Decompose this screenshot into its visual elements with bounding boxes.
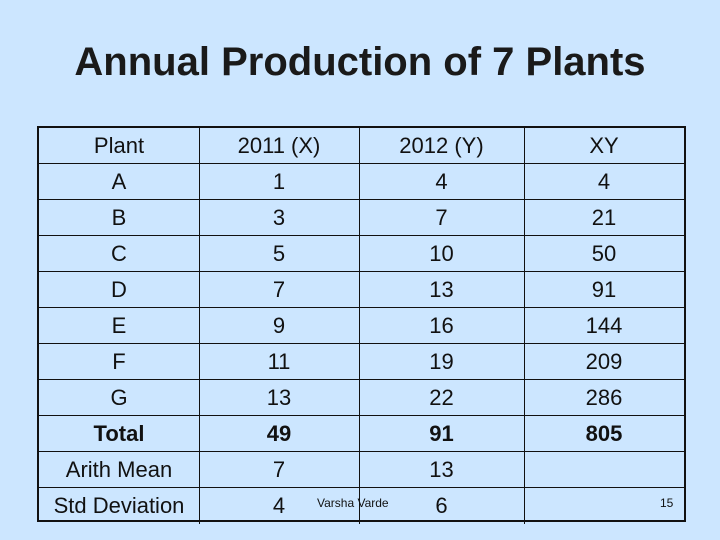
plant-cell: D: [111, 277, 127, 302]
x-cell: 1: [272, 169, 286, 194]
xy-cell: 286: [585, 385, 623, 410]
total-label: Total: [93, 421, 145, 446]
xy-cell: 91: [591, 277, 617, 302]
mean-label: Arith Mean: [65, 457, 173, 482]
y-cell: 13: [429, 277, 454, 302]
table-row: C 5 10 50: [39, 236, 684, 272]
slide-title: Annual Production of 7 Plants: [74, 40, 646, 84]
y-cell: 19: [429, 349, 454, 374]
header-xy: XY: [589, 133, 619, 158]
plant-cell: G: [110, 385, 128, 410]
xy-cell: 21: [591, 205, 617, 230]
column-divider: [359, 128, 360, 524]
xy-cell: 50: [591, 241, 617, 266]
x-cell: 11: [267, 349, 291, 374]
plant-cell: A: [111, 169, 127, 194]
total-x: 49: [266, 421, 292, 446]
plant-cell: F: [112, 349, 126, 374]
std-label: Std Deviation: [53, 493, 185, 518]
plant-cell: C: [111, 241, 127, 266]
mean-x: 7: [272, 457, 286, 482]
y-cell: 22: [429, 385, 454, 410]
table-total-row: Total 49 91 805: [39, 416, 684, 452]
header-plant: Plant: [93, 133, 145, 158]
table-row: B 3 7 21: [39, 200, 684, 236]
table-row: E 9 16 144: [39, 308, 684, 344]
y-cell: 10: [429, 241, 454, 266]
std-x: 4: [272, 493, 286, 518]
column-divider: [524, 128, 525, 524]
x-cell: 7: [272, 277, 286, 302]
slide-number: 15: [660, 496, 674, 510]
x-cell: 3: [272, 205, 286, 230]
footer-author: Varsha Varde: [317, 496, 389, 510]
y-cell: 16: [429, 313, 454, 338]
table-row: D 7 13 91: [39, 272, 684, 308]
column-divider: [199, 128, 200, 524]
y-cell: 7: [435, 205, 448, 230]
xy-cell: 4: [597, 169, 611, 194]
table-std-row: Std Deviation 4 6: [39, 488, 684, 524]
table-row: G 13 22 286: [39, 380, 684, 416]
header-2012: 2012 (Y): [399, 133, 484, 158]
x-cell: 9: [272, 313, 286, 338]
y-cell: 4: [435, 169, 448, 194]
table-header-row: Plant 2011 (X) 2012 (Y) XY: [39, 128, 684, 164]
xy-cell: 209: [585, 349, 623, 374]
production-table: Plant 2011 (X) 2012 (Y) XY A 1 4 4 B 3 7…: [37, 126, 686, 524]
std-y: 6: [435, 493, 448, 518]
total-xy: 805: [585, 421, 623, 446]
xy-cell: 144: [585, 313, 623, 338]
plant-cell: B: [111, 205, 127, 230]
mean-y: 13: [429, 457, 454, 482]
x-cell: 5: [272, 241, 286, 266]
header-2011: 2011 (X): [237, 133, 321, 158]
table-row: A 1 4 4: [39, 164, 684, 200]
x-cell: 13: [266, 385, 292, 410]
table-mean-row: Arith Mean 7 13: [39, 452, 684, 488]
table-row: F 11 19 209: [39, 344, 684, 380]
total-y: 91: [429, 421, 454, 446]
mean-xy: [524, 452, 684, 488]
plant-cell: E: [111, 313, 127, 338]
